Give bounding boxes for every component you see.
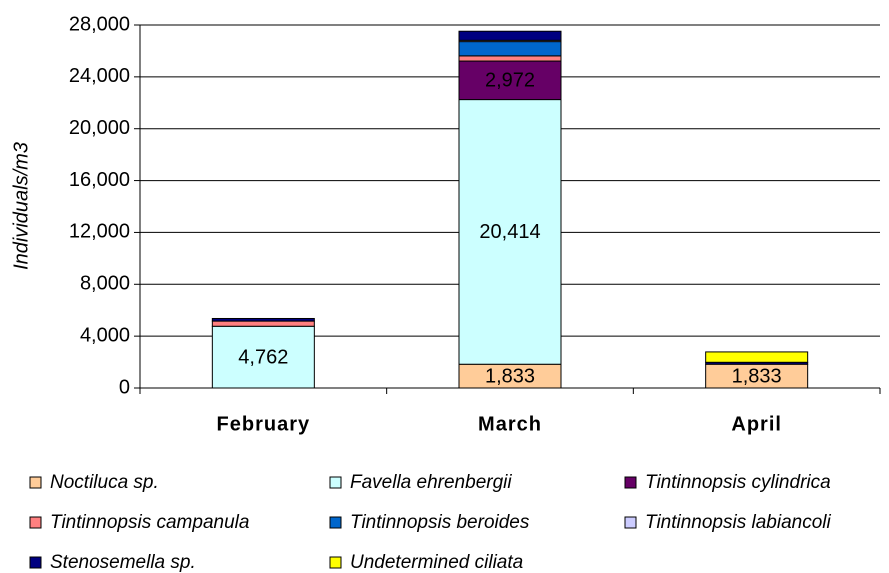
y-tick-label: 4,000 xyxy=(80,324,130,346)
legend-swatch xyxy=(624,516,637,529)
legend-label: Tintinnopsis cylindrica xyxy=(645,472,831,493)
legend-label: Stenosemella sp. xyxy=(50,552,196,573)
legend-swatch xyxy=(29,476,42,489)
y-tick-label: 24,000 xyxy=(69,65,130,87)
bar-segment xyxy=(458,41,562,57)
legend-label: Noctiluca sp. xyxy=(50,472,159,493)
bar-segment xyxy=(211,320,315,327)
x-tick-label: March xyxy=(478,413,542,435)
data-label: 2,972 xyxy=(485,70,535,92)
bar-segment xyxy=(211,317,315,322)
data-label: 1,833 xyxy=(485,365,535,387)
y-tick-label: 0 xyxy=(119,376,130,398)
x-tick-label: April xyxy=(731,413,782,435)
x-tick-label: February xyxy=(217,413,311,435)
bar-segment xyxy=(211,325,315,389)
data-label: 1,833 xyxy=(732,365,782,387)
legend-swatch xyxy=(329,556,342,569)
legend-swatch xyxy=(329,476,342,489)
legend-label: Tintinnopsis beroides xyxy=(350,512,530,533)
y-tick-label: 12,000 xyxy=(69,221,130,243)
bar-segment xyxy=(458,99,562,365)
legend-label: Favella ehrenbergii xyxy=(350,472,512,493)
y-axis-label: Individuals/m3 xyxy=(10,142,32,270)
legend-swatch xyxy=(29,556,42,569)
data-label: 20,414 xyxy=(479,221,540,243)
legend-swatch xyxy=(329,516,342,529)
y-tick-label: 8,000 xyxy=(80,273,130,295)
bar-segment xyxy=(458,30,562,41)
data-label: 4,762 xyxy=(238,346,288,368)
y-tick-label: 20,000 xyxy=(69,117,130,139)
legend-label: Tintinnopsis campanula xyxy=(50,512,249,533)
legend-label: Tintinnopsis labiancoli xyxy=(645,512,831,533)
legend-swatch xyxy=(624,476,637,489)
y-tick-label: 28,000 xyxy=(69,13,130,35)
legend-swatch xyxy=(29,516,42,529)
y-tick-label: 16,000 xyxy=(69,169,130,191)
bar-segment xyxy=(705,351,809,363)
legend-label: Undetermined ciliata xyxy=(350,552,523,573)
bar-segment xyxy=(458,55,562,62)
